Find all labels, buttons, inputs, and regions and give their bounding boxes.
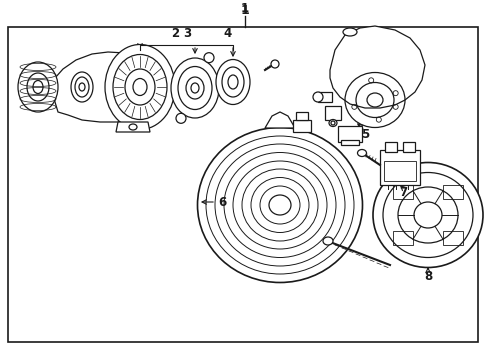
Bar: [443, 185, 463, 199]
Bar: [393, 231, 413, 245]
Ellipse shape: [18, 62, 58, 112]
Bar: [341, 140, 359, 145]
Bar: [384, 161, 416, 181]
Text: 6: 6: [218, 195, 226, 208]
Bar: [338, 126, 362, 142]
Bar: [403, 142, 415, 152]
Polygon shape: [330, 26, 425, 108]
Ellipse shape: [204, 53, 214, 63]
Text: 3: 3: [183, 27, 191, 40]
Ellipse shape: [323, 237, 333, 245]
Ellipse shape: [197, 127, 363, 283]
Polygon shape: [116, 122, 150, 132]
Bar: [325, 106, 341, 120]
Ellipse shape: [105, 45, 175, 130]
Polygon shape: [265, 112, 295, 128]
Ellipse shape: [271, 60, 279, 68]
Ellipse shape: [373, 162, 483, 267]
Bar: [385, 142, 397, 152]
Bar: [443, 231, 463, 245]
Ellipse shape: [176, 113, 186, 123]
Text: 1: 1: [241, 4, 249, 17]
Bar: [296, 112, 308, 120]
Bar: [318, 92, 332, 102]
Polygon shape: [52, 52, 162, 122]
Text: 4: 4: [224, 27, 232, 40]
Text: 8: 8: [424, 270, 432, 283]
Bar: [393, 185, 413, 199]
Ellipse shape: [71, 72, 93, 102]
Text: 7: 7: [399, 185, 407, 198]
Ellipse shape: [171, 58, 219, 118]
Bar: [293, 120, 311, 132]
Ellipse shape: [216, 59, 250, 104]
Ellipse shape: [358, 149, 367, 157]
Bar: [380, 150, 420, 185]
Text: 2: 2: [171, 27, 179, 40]
Ellipse shape: [329, 120, 337, 126]
Ellipse shape: [313, 92, 323, 102]
Bar: [8, 27, 478, 342]
Text: 1: 1: [241, 3, 249, 15]
Ellipse shape: [343, 28, 357, 36]
Text: 5: 5: [361, 129, 369, 141]
